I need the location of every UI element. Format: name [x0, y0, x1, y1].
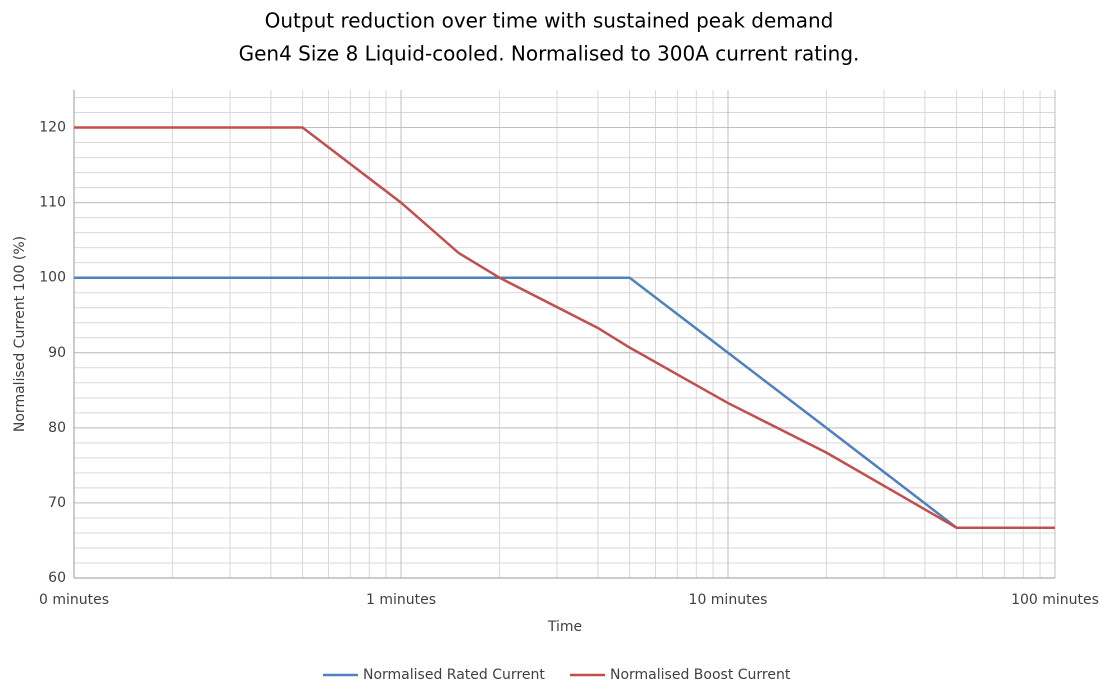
y-tick-label: 70: [48, 495, 66, 511]
x-tick-label: 0 minutes: [39, 592, 109, 608]
line-series: [74, 276, 1055, 529]
x-tick-label: 1 minutes: [366, 592, 436, 608]
y-tick-label: 90: [48, 345, 66, 361]
x-tick-label: 100 minutes: [1011, 592, 1099, 608]
legend-label: Normalised Boost Current: [610, 667, 791, 682]
y-tick-label: 100: [39, 270, 66, 286]
line-series: [74, 126, 1055, 529]
chart-title: Output reduction over time with sustaine…: [265, 9, 834, 33]
y-tick-label: 120: [39, 120, 66, 136]
y-tick-label: 60: [48, 570, 66, 586]
chart-subtitle: Gen4 Size 8 Liquid-cooled. Normalised to…: [239, 42, 860, 66]
y-tick-label: 80: [48, 420, 66, 436]
x-axis-label: Time: [547, 619, 582, 635]
y-axis-label: Normalised Current 100 (%): [12, 236, 28, 432]
y-tick-label: 110: [39, 195, 66, 211]
legend-label: Normalised Rated Current: [363, 667, 545, 682]
x-tick-label: 10 minutes: [689, 592, 768, 608]
